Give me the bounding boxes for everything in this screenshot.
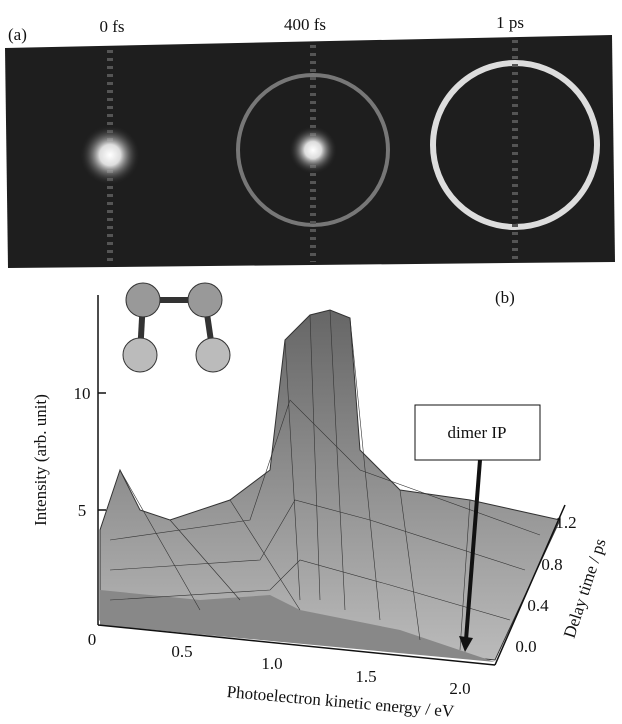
y-axis-label: Delay time / ps: [560, 536, 610, 640]
frame-400: [236, 45, 390, 262]
frame-label: 400 fs: [284, 15, 326, 34]
axes: [97, 295, 566, 666]
frame-0: [80, 50, 140, 262]
y-tick-label: 0.8: [541, 555, 562, 574]
mesh: [109, 309, 541, 651]
panel-label: (b): [495, 288, 515, 307]
frame-1ps: [430, 40, 600, 260]
annotation: dimer IP: [447, 423, 506, 442]
z-axis-label: Intensity (arb. unit): [31, 394, 50, 526]
x-axis-label: Photoelectron kinetic energy / eV: [226, 682, 456, 719]
y-tick-label: 1.2: [555, 513, 576, 532]
z-tick-label: 10: [74, 384, 91, 403]
x-tick-label: 1.0: [261, 654, 282, 673]
molecule-icon: [122, 282, 231, 373]
x-tick-label: 0: [88, 630, 97, 649]
annotation-box: [414, 404, 541, 461]
frame-label: 0 fs: [99, 17, 124, 36]
y-tick-label: 0.4: [527, 596, 549, 615]
x-tick-label: 1.5: [355, 667, 376, 686]
x-tick-label: 2.0: [449, 679, 470, 698]
z-tick-label: 5: [78, 501, 87, 520]
frame-label: 1 ps: [496, 13, 524, 32]
arrow: [464, 459, 482, 641]
x-tick-label: 0.5: [171, 642, 192, 661]
panel-label: (a): [8, 25, 27, 44]
arrow-head: [459, 636, 473, 652]
y-tick-label: 0.0: [515, 637, 536, 656]
